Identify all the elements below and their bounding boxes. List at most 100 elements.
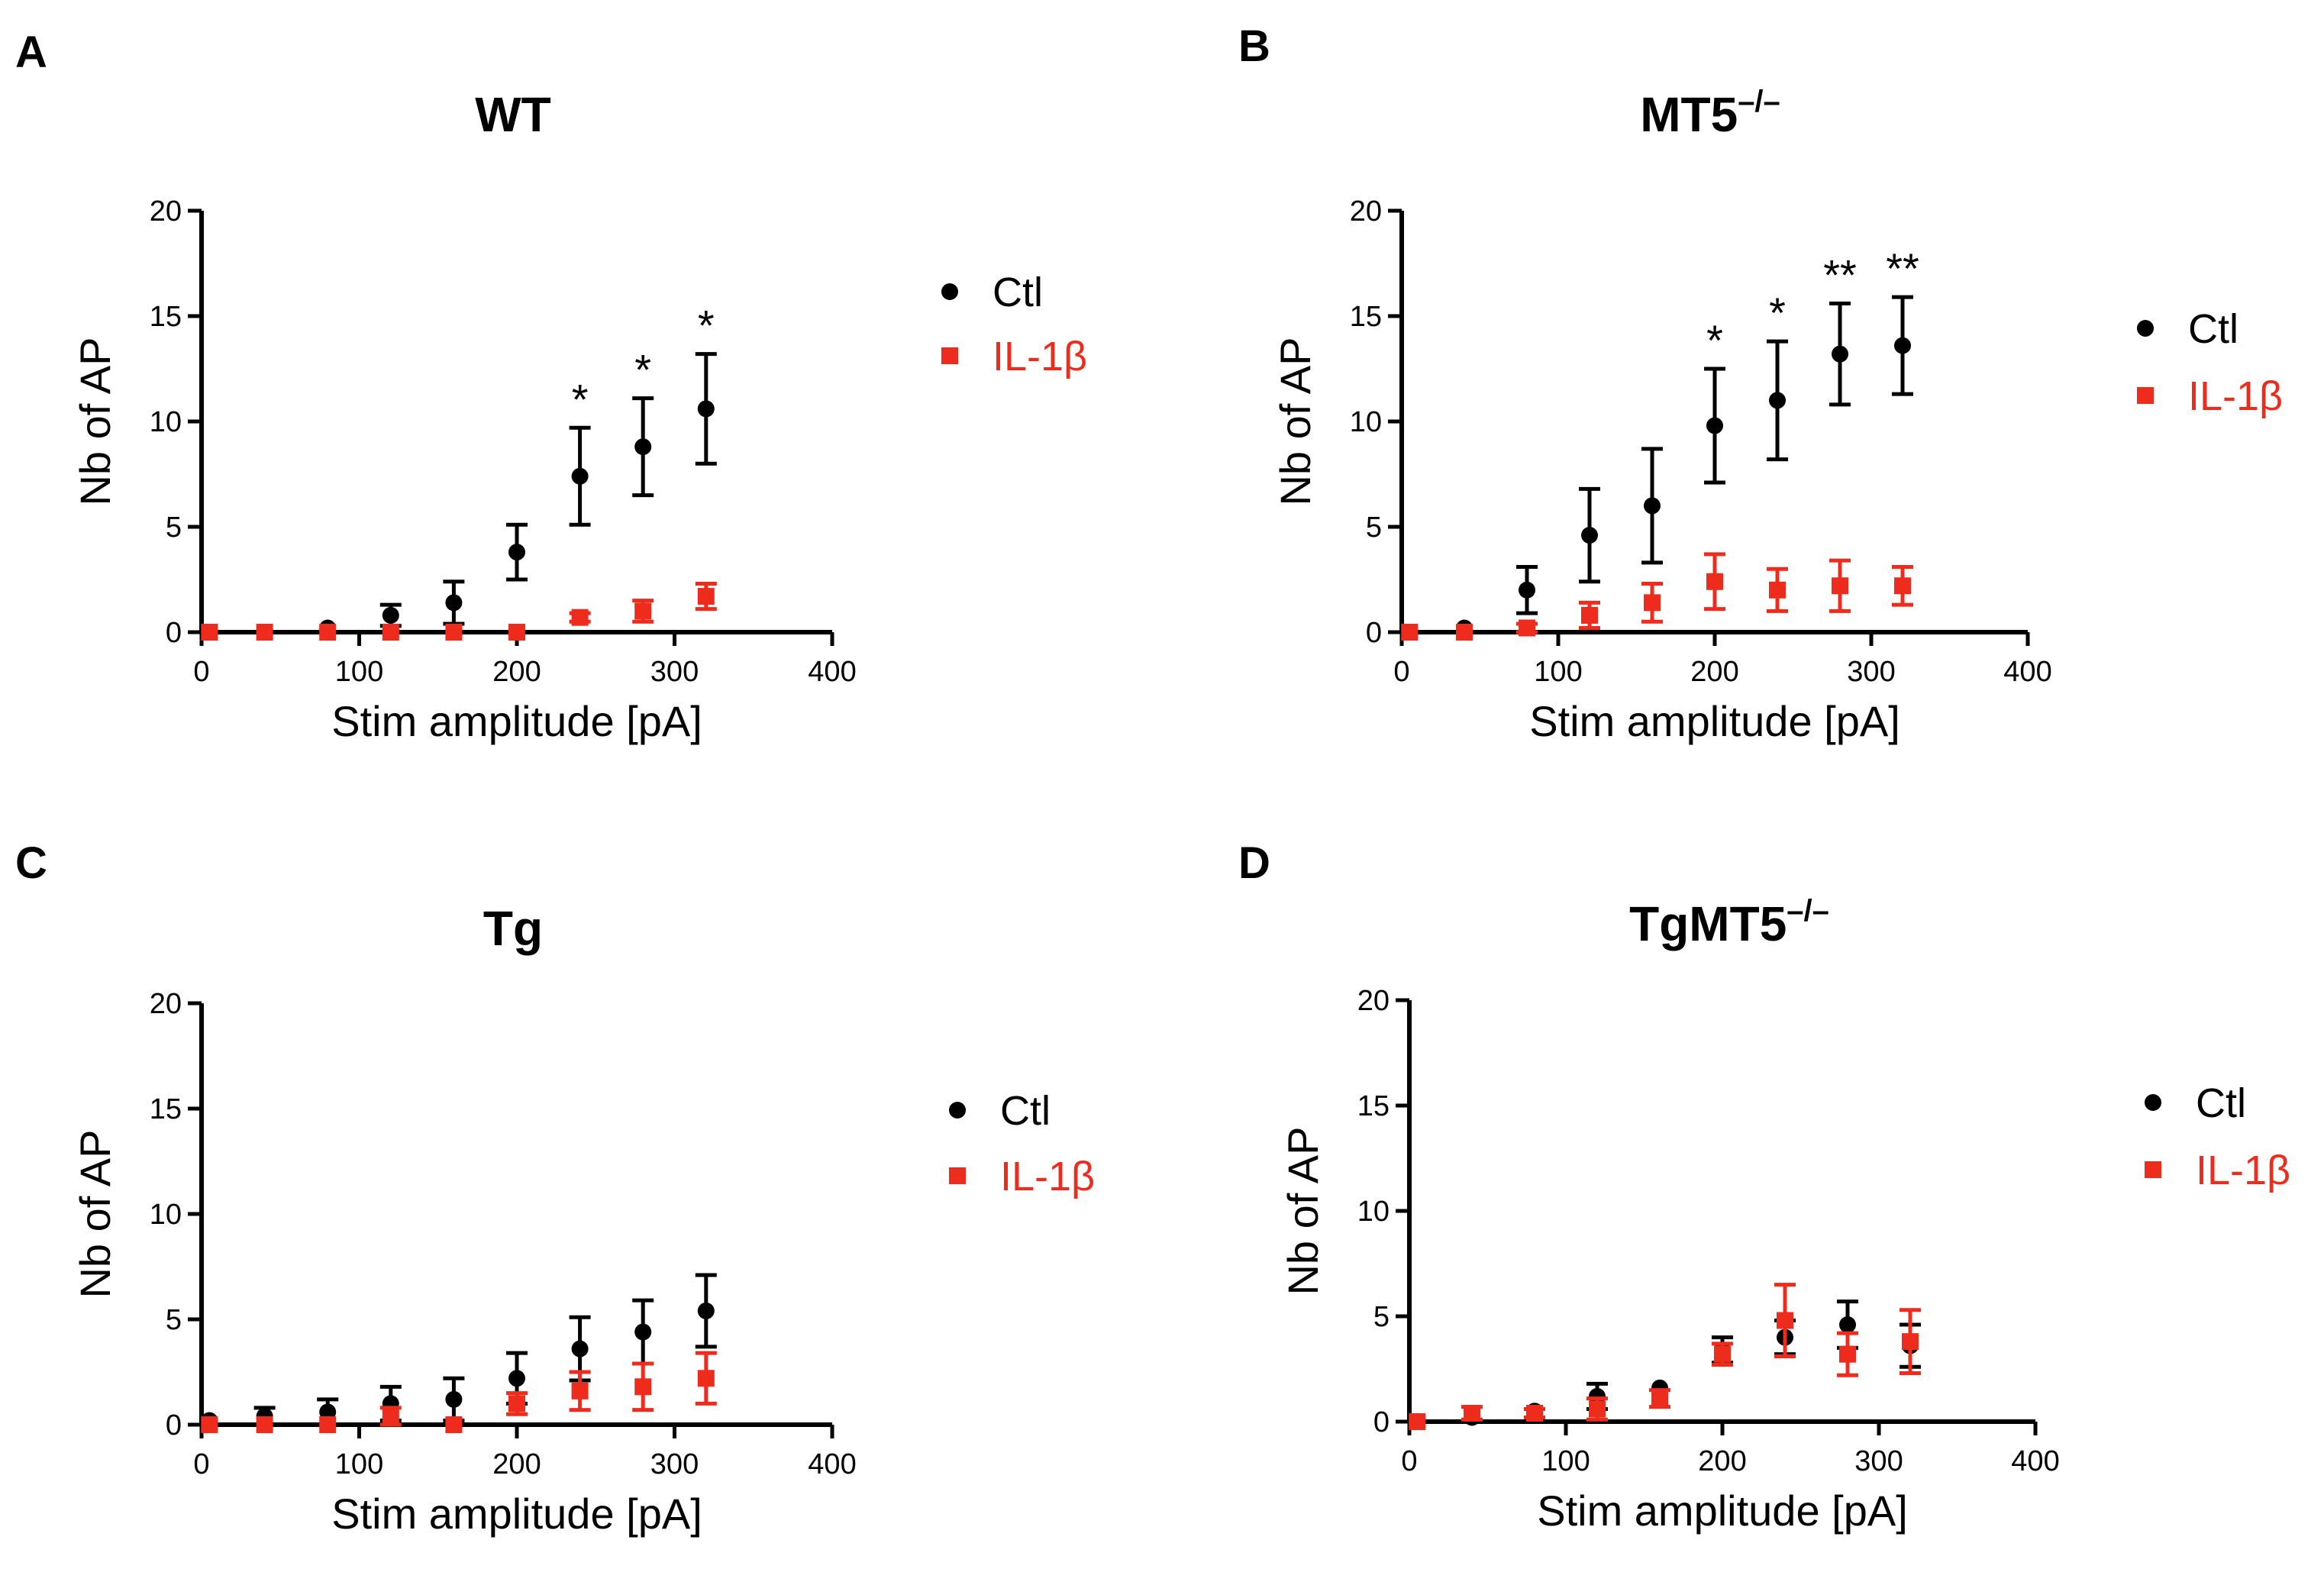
data-point	[1644, 497, 1661, 515]
x-tick-label: 300	[1854, 1445, 1903, 1477]
data-point	[634, 438, 652, 456]
chart-title-main: Tg	[483, 901, 543, 956]
data-point	[1769, 581, 1786, 599]
data-point	[697, 1302, 715, 1319]
y-axis-label: Nb of AP	[1279, 1126, 1327, 1295]
x-axis-label: Stim amplitude [pA]	[331, 1490, 702, 1538]
x-tick-label: 100	[1534, 656, 1582, 688]
panel-label: B	[1238, 21, 1270, 71]
series-il1b	[1401, 552, 1913, 641]
data-point	[508, 624, 525, 641]
chart-title-main: MT5	[1640, 87, 1738, 142]
legend-marker-ctl	[949, 1102, 966, 1119]
legend-label-il1b: IL-1β	[1000, 1154, 1095, 1199]
legend-marker-il1b	[941, 347, 958, 364]
data-point	[1519, 581, 1535, 599]
legend-label-il1b: IL-1β	[993, 334, 1087, 379]
legend: Ctl IL-1β	[2137, 306, 2283, 419]
data-point	[319, 624, 337, 641]
y-tick-label: 5	[1373, 1301, 1390, 1333]
significance-marker: *	[634, 346, 651, 394]
series-ctl	[1409, 1299, 1921, 1430]
legend-label-il1b: IL-1β	[2196, 1148, 2290, 1193]
y-axis-label: Nb of AP	[1271, 337, 1319, 505]
series-ctl	[201, 1273, 717, 1429]
series-il1b	[201, 1351, 717, 1433]
legend: Ctl IL-1β	[949, 1088, 1095, 1199]
series-il1b	[201, 582, 717, 641]
legend: Ctl IL-1β	[941, 270, 1087, 379]
data-point	[1769, 392, 1786, 409]
data-point	[1456, 624, 1473, 641]
significance-marker: *	[1706, 316, 1723, 364]
y-tick-label: 0	[166, 617, 182, 649]
chart-title: Tg	[483, 901, 543, 956]
y-tick-label: 5	[1366, 512, 1382, 544]
data-point	[1409, 1413, 1426, 1430]
legend-label-ctl: Ctl	[1000, 1088, 1051, 1134]
data-point	[571, 1340, 589, 1358]
x-axis-label: Stim amplitude [pA]	[1537, 1487, 1908, 1535]
data-point	[1839, 1345, 1856, 1363]
data-point	[1589, 1387, 1606, 1405]
data-point	[1644, 594, 1661, 612]
y-tick-label: 0	[166, 1409, 182, 1441]
significance-marker: **	[1823, 250, 1857, 299]
y-tick-label: 0	[1366, 617, 1382, 649]
legend-marker-il1b	[949, 1167, 966, 1184]
data-point	[697, 400, 715, 418]
x-tick-label: 0	[193, 1448, 209, 1480]
legend-marker-ctl	[2145, 1094, 2161, 1111]
x-tick-label: 100	[335, 656, 383, 688]
legend-marker-ctl	[2137, 320, 2154, 337]
y-tick-label: 10	[150, 1199, 182, 1231]
data-point	[382, 624, 399, 641]
chart-title-main: TgMT5	[1629, 896, 1787, 951]
data-point	[571, 609, 589, 626]
y-tick-label: 20	[1357, 985, 1390, 1017]
data-point	[697, 588, 715, 605]
y-tick-label: 15	[1350, 301, 1382, 333]
legend-marker-ctl	[941, 283, 958, 300]
series-ctl	[1401, 295, 1913, 641]
data-point	[508, 1395, 525, 1412]
data-point	[1464, 1404, 1480, 1422]
data-point	[445, 1390, 463, 1408]
y-tick-label: 10	[1350, 406, 1382, 438]
legend: Ctl IL-1β	[2145, 1080, 2290, 1193]
data-point	[1401, 624, 1419, 641]
data-point	[697, 1370, 715, 1387]
data-point	[1839, 1316, 1856, 1334]
x-tick-label: 400	[808, 656, 856, 688]
data-point	[1519, 619, 1535, 637]
data-point	[319, 1403, 337, 1421]
data-point	[1706, 573, 1723, 590]
data-point	[445, 594, 463, 612]
y-tick-label: 15	[150, 301, 182, 333]
x-tick-label: 0	[1393, 656, 1409, 688]
y-tick-label: 5	[166, 512, 182, 544]
y-tick-label: 5	[166, 1304, 182, 1336]
chart-title-main: WT	[475, 87, 551, 142]
data-point	[256, 624, 273, 641]
x-tick-label: 100	[335, 1448, 383, 1480]
y-tick-label: 10	[150, 406, 182, 438]
panel-label: A	[15, 27, 47, 77]
legend-label-il1b: IL-1β	[2188, 373, 2283, 419]
series-ctl	[201, 352, 717, 641]
data-point	[1526, 1404, 1543, 1422]
data-point	[634, 1378, 652, 1396]
x-tick-label: 200	[492, 656, 541, 688]
y-tick-label: 20	[150, 195, 182, 228]
